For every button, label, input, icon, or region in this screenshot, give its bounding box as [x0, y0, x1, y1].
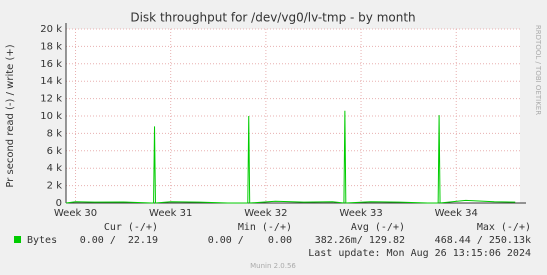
y-tick-label: 14 k [40, 76, 62, 87]
footer: Munin 2.0.56 [250, 262, 296, 270]
y-axis-label: Pr second read (-) / write (+) [5, 44, 16, 187]
y-tick-label: 12 k [40, 94, 62, 105]
legend-header: Min (-/+) [238, 222, 292, 233]
legend-label: Bytes [27, 235, 57, 246]
x-tick-label: Week 31 [149, 208, 192, 219]
chart-title: Disk throughput for /dev/vg0/lv-tmp - by… [130, 11, 415, 25]
legend-value: 0.00 / 22.19 [80, 235, 158, 246]
y-tick-label: 10 k [40, 111, 62, 122]
y-tick-label: 8 k [47, 128, 63, 139]
y-tick-label: 16 k [40, 59, 62, 70]
y-tick-label: 2 k [47, 181, 63, 192]
x-tick-label: Week 34 [435, 208, 478, 219]
side-label: RRDTOOL / TOBI OETIKER [534, 25, 542, 115]
x-tick-label: Week 32 [244, 208, 287, 219]
legend-header: Avg (-/+) [351, 222, 405, 233]
x-tick-label: Week 30 [54, 208, 97, 219]
last-update: Last update: Mon Aug 26 13:15:06 2024 [308, 248, 531, 259]
x-tick-label: Week 33 [339, 208, 382, 219]
legend-value: 382.26m/ 129.82 [315, 235, 405, 246]
y-tick-label: 0 [56, 198, 62, 209]
legend-value: 468.44 / 250.13k [435, 235, 531, 246]
legend-swatch [14, 236, 21, 243]
line [65, 110, 516, 204]
legend-value: 0.00 / 0.00 [208, 235, 292, 246]
y-tick-label: 4 k [47, 163, 63, 174]
legend-header: Cur (-/+) [104, 222, 158, 233]
legend-header: Max (-/+) [477, 222, 531, 233]
y-tick-label: 18 k [40, 41, 62, 52]
y-tick-label: 6 k [47, 146, 63, 157]
y-tick-label: 20 k [40, 24, 62, 35]
plot-area [66, 29, 520, 203]
